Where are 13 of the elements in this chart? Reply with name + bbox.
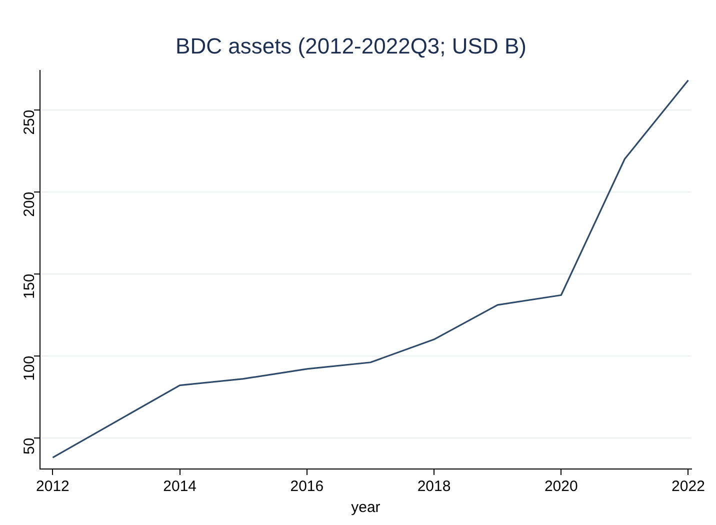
- x-tick-label: 2014: [163, 478, 197, 496]
- y-tick-label: 150: [21, 274, 38, 299]
- y-tick-label: 250: [21, 110, 38, 135]
- x-axis-title: year: [351, 499, 380, 516]
- chart-title: BDC assets (2012-2022Q3; USD B): [176, 33, 526, 58]
- x-tick-label: 2016: [290, 478, 324, 496]
- y-tick-label: 100: [21, 356, 38, 381]
- x-tick-label: 2012: [36, 478, 70, 496]
- x-tick-label: 2018: [417, 478, 451, 496]
- y-tick-label: 200: [21, 192, 38, 217]
- x-tick-label: 2022: [672, 478, 705, 496]
- x-tick-label: 2020: [544, 478, 578, 496]
- y-tick-label: 50: [21, 438, 38, 455]
